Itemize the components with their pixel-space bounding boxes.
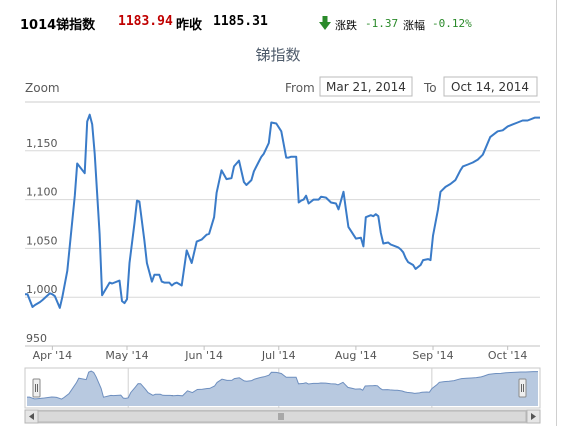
x-axis-ticks: Apr '14 May '14 Jun '14 Jul '14 Aug '14 Sep '… (25, 345, 540, 362)
scroll-right-arrow-icon (531, 413, 536, 420)
y-tick-label: 1,100 (26, 186, 58, 199)
x-tick-label: Jul '14 (261, 349, 296, 362)
x-tick-label: Apr '14 (33, 349, 73, 362)
scrollbar-grip-icon (278, 413, 284, 420)
y-tick-label: 1,050 (26, 234, 58, 247)
quote-header: 1014锑指数 1183.94 昨收 1185.31 涨跌 -1.37 涨幅 -… (0, 8, 571, 36)
y-tick-label: 950 (26, 332, 47, 345)
x-tick-label: Aug '14 (335, 349, 377, 362)
prev-close-label: 昨收 (176, 18, 203, 33)
chart-title: 锑指数 (255, 46, 300, 64)
current-price: 1183.94 (118, 14, 173, 29)
from-label: From (285, 81, 315, 95)
scroll-left-arrow-icon (29, 413, 34, 420)
navigator-area (27, 371, 538, 406)
y-tick-label: 1,150 (26, 137, 58, 150)
x-tick-label: Jun '14 (184, 349, 223, 362)
to-date-input[interactable] (443, 76, 538, 97)
page-border (556, 0, 557, 426)
navigator-right-handle[interactable] (518, 378, 527, 398)
pct-label: 涨幅 (403, 19, 425, 32)
pct-value: -0.12% (432, 17, 472, 30)
x-tick-label: Oct '14 (488, 349, 528, 362)
from-date-input[interactable] (319, 76, 413, 97)
x-tick-label: May '14 (105, 349, 148, 362)
from-date-value: Mar 21, 2014 (326, 80, 406, 94)
price-series-line[interactable] (25, 113, 540, 309)
index-name: 1014锑指数 (20, 18, 96, 33)
zoom-label: Zoom (25, 81, 60, 95)
change-value: -1.37 (365, 17, 399, 30)
grid-lines (25, 150, 540, 347)
prev-close-value: 1185.31 (213, 14, 268, 29)
down-arrow-icon (319, 16, 331, 30)
navigator-left-handle[interactable] (32, 378, 41, 398)
navigator-line (27, 370, 538, 400)
scrollbar-thumb[interactable] (37, 410, 527, 423)
to-label: To (423, 81, 437, 95)
to-date-value: Oct 14, 2014 (451, 80, 529, 94)
x-tick-label: Sep '14 (412, 349, 453, 362)
change-label: 涨跌 (335, 19, 357, 32)
